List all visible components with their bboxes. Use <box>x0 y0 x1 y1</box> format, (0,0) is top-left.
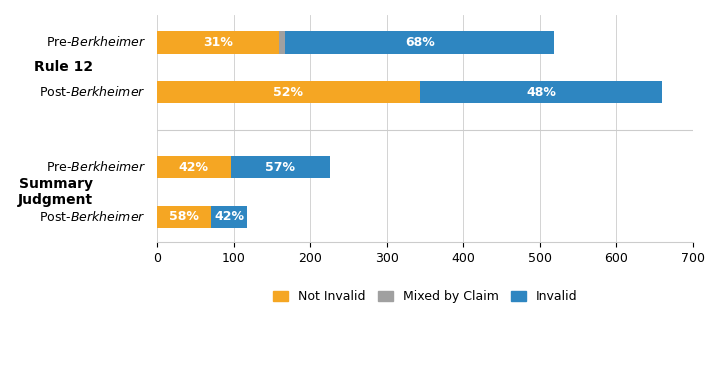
Bar <box>285 31 554 54</box>
Text: Rule 12: Rule 12 <box>34 60 93 74</box>
Bar <box>157 31 279 54</box>
Text: 42%: 42% <box>179 161 209 174</box>
Legend: Not Invalid, Mixed by Claim, Invalid: Not Invalid, Mixed by Claim, Invalid <box>268 285 582 308</box>
Text: 48%: 48% <box>526 86 556 99</box>
Text: 31%: 31% <box>203 36 233 49</box>
Text: 68%: 68% <box>405 36 435 49</box>
Text: Post-$\it{Berkheimer}$: Post-$\it{Berkheimer}$ <box>40 210 146 224</box>
Text: Pre-$\it{Berkheimer}$: Pre-$\it{Berkheimer}$ <box>45 35 146 49</box>
Bar <box>420 81 662 103</box>
Text: Post-$\it{Berkheimer}$: Post-$\it{Berkheimer}$ <box>40 85 146 99</box>
Text: 42%: 42% <box>214 211 244 224</box>
Text: Pre-$\it{Berkheimer}$: Pre-$\it{Berkheimer}$ <box>45 160 146 174</box>
Text: 57%: 57% <box>266 161 295 174</box>
Bar <box>157 81 420 103</box>
Text: Summary
Judgment: Summary Judgment <box>18 177 93 207</box>
Bar <box>157 206 211 228</box>
Text: 58%: 58% <box>169 211 199 224</box>
Bar <box>211 206 248 228</box>
Text: 52%: 52% <box>274 86 303 99</box>
Bar <box>279 31 285 54</box>
Bar <box>157 156 230 178</box>
Bar <box>230 156 330 178</box>
